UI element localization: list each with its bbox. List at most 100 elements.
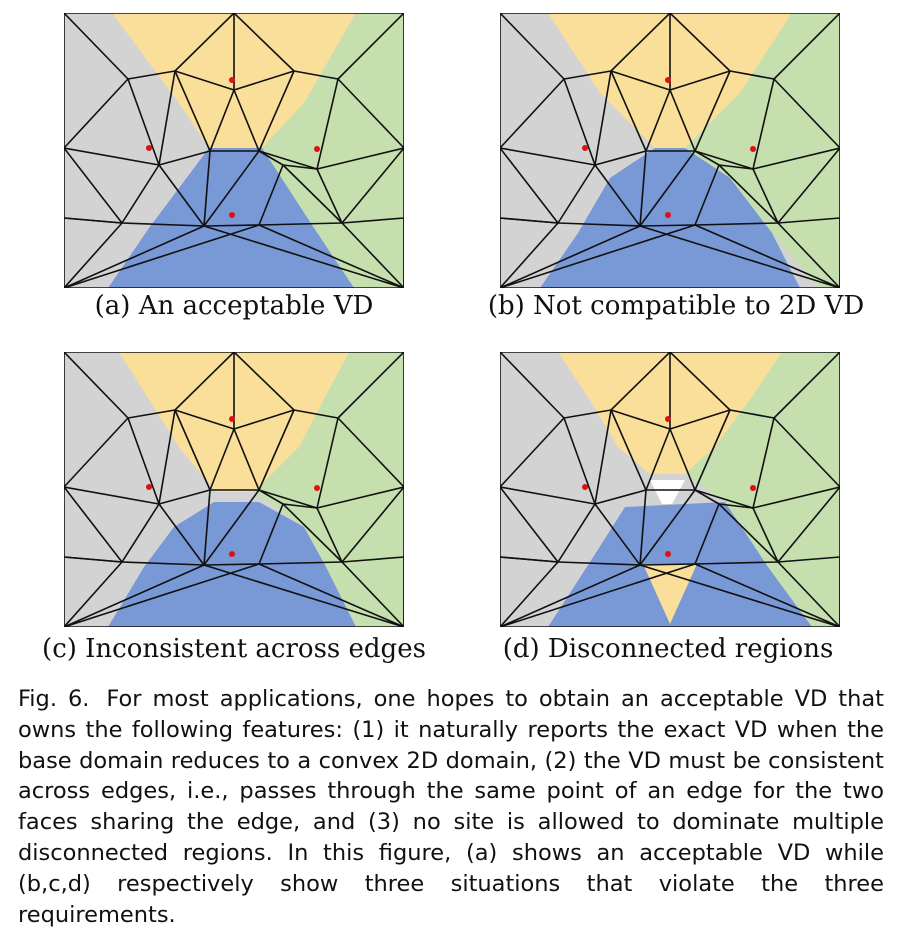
mesh-edge — [594, 150, 647, 166]
mesh-edge — [718, 503, 754, 509]
figure-caption-text: For most applications, one hopes to obta… — [18, 686, 884, 928]
mesh-edge — [563, 78, 596, 166]
mesh-edge — [282, 503, 343, 563]
mesh-edge — [258, 70, 295, 152]
mesh-edge — [694, 489, 720, 505]
mesh-edge — [610, 409, 671, 430]
mesh-edge — [64, 556, 123, 563]
mesh-edge — [203, 225, 404, 288]
mesh-edge — [209, 89, 235, 152]
mesh-edge — [174, 70, 235, 91]
mesh-edge — [258, 489, 318, 509]
mesh-edge — [639, 489, 696, 566]
mesh-edge — [233, 13, 295, 72]
mesh-edge — [500, 486, 596, 505]
mesh-edge — [500, 417, 565, 488]
mesh-edge — [557, 561, 641, 566]
site-point — [665, 77, 671, 83]
figure-label: Fig. 6. — [18, 686, 90, 712]
mesh-edge — [669, 13, 731, 72]
panel-b — [500, 13, 840, 288]
mesh-edge — [777, 486, 840, 563]
site-point — [582, 145, 588, 151]
mesh-edge — [752, 507, 779, 563]
mesh-edge — [594, 70, 612, 166]
mesh-edge — [282, 164, 343, 224]
mesh-edge — [563, 417, 596, 505]
site-point — [314, 146, 320, 152]
mesh-edge — [121, 164, 160, 224]
mesh-edge — [341, 556, 404, 563]
mesh-edge — [258, 561, 343, 565]
mesh-edge — [233, 70, 295, 91]
region-green — [685, 13, 840, 288]
region-green — [685, 352, 840, 627]
mesh-figure-b — [500, 13, 840, 288]
mesh-edge — [337, 352, 404, 419]
mesh-edge — [337, 13, 404, 80]
mesh-edge — [174, 352, 235, 411]
site-point — [582, 484, 588, 490]
mesh-edge — [639, 489, 647, 566]
mesh-edge — [500, 561, 559, 627]
mesh-edge — [563, 70, 612, 80]
mesh-edge — [669, 70, 731, 91]
mesh-edge — [594, 164, 641, 227]
mesh-edge — [127, 417, 160, 505]
mesh-edge — [203, 489, 260, 566]
mesh-edge — [64, 147, 160, 166]
mesh-edge — [174, 409, 211, 491]
mesh-edge — [64, 217, 123, 224]
mesh-edge — [174, 409, 235, 430]
mesh-edge — [610, 409, 647, 491]
mesh-edge — [752, 486, 840, 509]
mesh-edge — [341, 561, 404, 627]
mesh-edge — [718, 503, 779, 563]
mesh-edge — [337, 78, 404, 149]
mesh-edge — [64, 417, 129, 488]
mesh-edge — [669, 89, 696, 152]
mesh-edge — [258, 503, 284, 565]
mesh-edge — [500, 556, 559, 563]
mesh-edge — [639, 224, 696, 227]
mesh-edge — [258, 489, 284, 505]
mesh-edge — [594, 503, 641, 566]
figure-caption: Fig. 6. For most applications, one hopes… — [18, 684, 884, 930]
mesh-edge — [316, 417, 339, 509]
mesh-edge — [777, 147, 840, 224]
panel-a-caption: (a) An acceptable VD — [94, 291, 374, 321]
mesh-edge — [127, 409, 176, 419]
mesh-edge — [258, 409, 295, 491]
mesh-edge — [121, 561, 205, 566]
mesh-edge — [500, 563, 696, 627]
mesh-edge — [645, 89, 671, 152]
site-point — [665, 212, 671, 218]
mesh-edge — [316, 486, 404, 509]
mesh-edge — [610, 352, 671, 411]
panel-d-caption: (d) Disconnected regions — [502, 634, 834, 664]
mesh-edge — [718, 164, 754, 170]
mesh-edge — [500, 222, 559, 288]
mesh-edge — [752, 168, 779, 224]
mesh-edge — [500, 224, 696, 288]
mesh-edge — [203, 564, 404, 627]
mesh-edge — [64, 352, 129, 419]
mesh-edge — [158, 489, 211, 505]
mesh-edge — [669, 409, 731, 430]
mesh-edge — [694, 224, 840, 288]
mesh-edge — [127, 78, 160, 166]
mesh-edge — [337, 417, 404, 488]
mesh-edge — [341, 486, 404, 563]
mesh-edge — [64, 563, 260, 627]
mesh-edge — [158, 503, 205, 566]
region-white — [650, 480, 685, 504]
mesh-edge — [694, 561, 779, 565]
site-point — [665, 416, 671, 422]
mesh-figure-c — [64, 352, 404, 627]
mesh-edge — [645, 428, 671, 491]
mesh-edge — [594, 409, 612, 505]
region-green — [262, 13, 404, 288]
mesh-edge — [121, 222, 205, 227]
mesh-edge — [258, 164, 284, 226]
mesh-edge — [694, 503, 720, 565]
